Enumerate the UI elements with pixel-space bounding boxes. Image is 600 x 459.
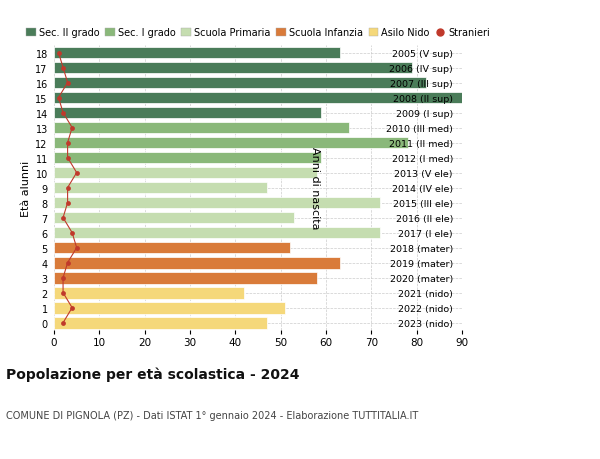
Point — [63, 140, 73, 147]
Point — [67, 304, 77, 312]
Point — [63, 200, 73, 207]
Point — [67, 230, 77, 237]
Bar — [54, 123, 349, 134]
Bar — [54, 257, 340, 269]
Bar — [54, 168, 317, 179]
Bar — [54, 182, 267, 194]
Point — [58, 65, 68, 72]
Point — [58, 319, 68, 327]
Y-axis label: Anni di nascita: Anni di nascita — [310, 147, 320, 230]
Bar — [54, 137, 407, 149]
Y-axis label: Età alunni: Età alunni — [21, 160, 31, 216]
Point — [58, 110, 68, 117]
Bar — [54, 152, 322, 164]
Bar — [54, 107, 322, 119]
Point — [67, 124, 77, 132]
Bar — [54, 302, 285, 314]
Point — [63, 185, 73, 192]
Bar — [54, 78, 426, 89]
Legend: Sec. II grado, Sec. I grado, Scuola Primaria, Scuola Infanzia, Asilo Nido, Stran: Sec. II grado, Sec. I grado, Scuola Prim… — [26, 28, 490, 38]
Bar — [54, 227, 380, 239]
Bar — [54, 213, 294, 224]
Bar — [54, 242, 290, 254]
Point — [58, 289, 68, 297]
Point — [54, 95, 64, 102]
Bar — [54, 48, 340, 59]
Point — [63, 259, 73, 267]
Point — [72, 245, 82, 252]
Bar — [54, 92, 462, 104]
Point — [63, 80, 73, 87]
Bar — [54, 317, 267, 329]
Point — [72, 169, 82, 177]
Bar — [54, 272, 317, 284]
Text: Popolazione per età scolastica - 2024: Popolazione per età scolastica - 2024 — [6, 367, 299, 382]
Bar — [54, 287, 244, 299]
Bar — [54, 62, 412, 74]
Point — [54, 50, 64, 57]
Point — [58, 274, 68, 282]
Point — [63, 155, 73, 162]
Point — [58, 214, 68, 222]
Bar — [54, 197, 380, 209]
Text: COMUNE DI PIGNOLA (PZ) - Dati ISTAT 1° gennaio 2024 - Elaborazione TUTTITALIA.IT: COMUNE DI PIGNOLA (PZ) - Dati ISTAT 1° g… — [6, 410, 418, 420]
